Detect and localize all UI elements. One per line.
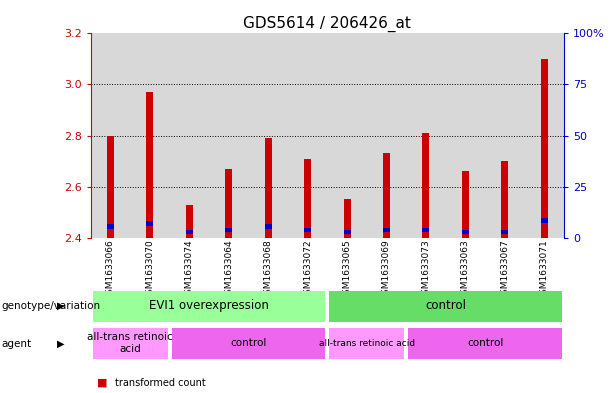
Bar xyxy=(304,228,311,232)
Bar xyxy=(91,33,130,238)
Bar xyxy=(383,228,390,232)
Text: all-trans retinoic
acid: all-trans retinoic acid xyxy=(87,332,173,354)
Bar xyxy=(107,224,114,229)
Bar xyxy=(541,59,548,238)
Bar xyxy=(248,33,288,238)
Bar xyxy=(225,228,232,232)
Bar xyxy=(422,228,430,232)
Bar xyxy=(501,230,508,234)
Bar xyxy=(130,33,170,238)
Text: control: control xyxy=(230,338,267,348)
Bar xyxy=(147,221,153,226)
Bar xyxy=(93,328,167,360)
Bar xyxy=(462,230,469,234)
Bar xyxy=(367,33,406,238)
Title: GDS5614 / 206426_at: GDS5614 / 206426_at xyxy=(243,16,411,32)
Text: ▶: ▶ xyxy=(57,339,64,349)
Bar xyxy=(107,136,114,238)
Bar xyxy=(446,33,485,238)
Bar xyxy=(186,204,193,238)
Bar xyxy=(304,158,311,238)
Bar xyxy=(383,153,390,238)
Bar xyxy=(485,33,525,238)
Bar xyxy=(501,161,508,238)
Bar xyxy=(525,33,564,238)
Bar xyxy=(343,199,351,238)
Bar xyxy=(170,33,209,238)
Text: EVI1 overexpression: EVI1 overexpression xyxy=(149,299,269,312)
Bar xyxy=(186,230,193,234)
Bar xyxy=(147,92,153,238)
Bar xyxy=(288,33,327,238)
Text: control: control xyxy=(467,338,503,348)
Text: transformed count: transformed count xyxy=(115,378,206,388)
Bar xyxy=(329,328,404,360)
Bar xyxy=(209,33,248,238)
Text: all-trans retinoic acid: all-trans retinoic acid xyxy=(319,339,415,348)
Text: ■: ■ xyxy=(97,378,107,388)
Text: genotype/variation: genotype/variation xyxy=(1,301,101,311)
Bar xyxy=(327,33,367,238)
Bar xyxy=(265,224,272,229)
Text: agent: agent xyxy=(1,339,31,349)
Bar xyxy=(541,219,548,223)
Bar xyxy=(408,328,562,360)
Bar xyxy=(225,169,232,238)
Bar xyxy=(265,138,272,238)
Bar xyxy=(462,171,469,238)
Bar xyxy=(172,328,326,360)
Bar xyxy=(343,230,351,234)
Bar xyxy=(329,290,562,322)
Bar xyxy=(93,290,326,322)
Text: ▶: ▶ xyxy=(57,301,64,311)
Bar xyxy=(406,33,446,238)
Bar xyxy=(422,133,430,238)
Text: control: control xyxy=(425,299,466,312)
